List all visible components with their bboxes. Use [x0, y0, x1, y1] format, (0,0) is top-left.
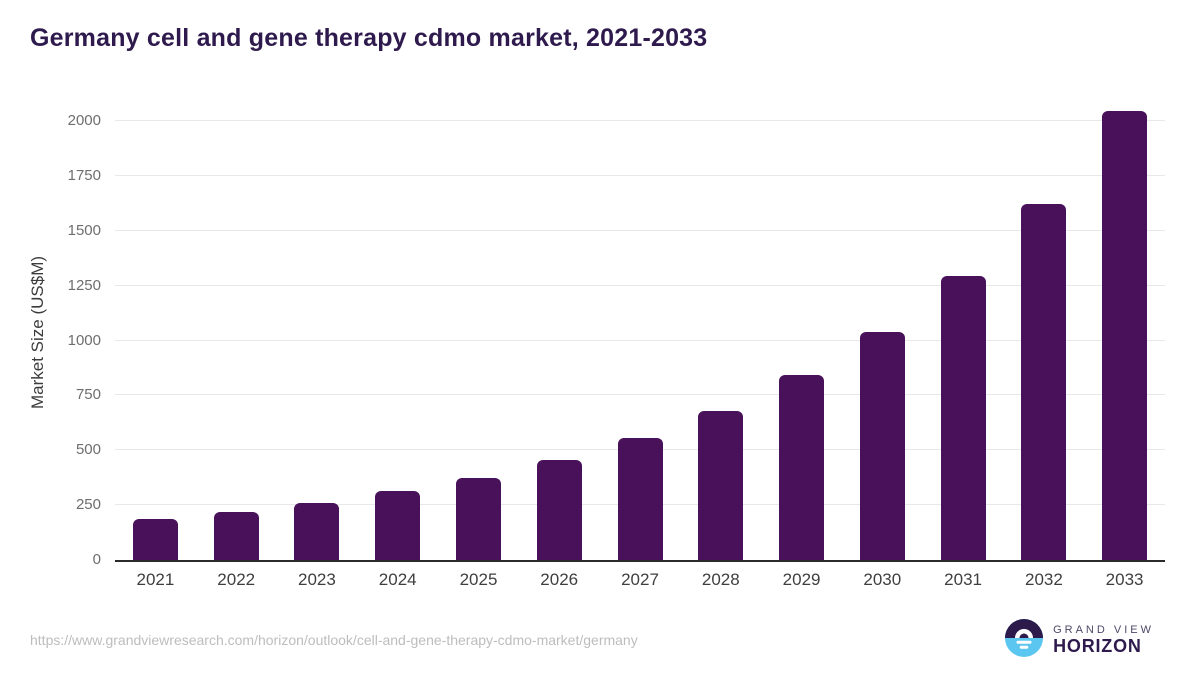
- bar-2030: [859, 332, 905, 560]
- y-tick-label-1500: 1500: [67, 221, 101, 239]
- x-tick-label-2024: 2024: [378, 570, 417, 589]
- x-tick-label-2029: 2029: [782, 570, 821, 589]
- y-tick-label-0: 0: [92, 551, 101, 568]
- y-tick-label-1250: 1250: [67, 276, 101, 294]
- logo-text: GRAND VIEW HORIZON: [1053, 624, 1154, 657]
- grand-view-horizon-logo: GRAND VIEW HORIZON: [1005, 619, 1154, 662]
- x-tick-label-2023: 2023: [297, 570, 336, 589]
- x-tick-label-2026: 2026: [540, 570, 579, 589]
- x-tick-label-2032: 2032: [1024, 570, 1063, 589]
- bar-2029: [779, 375, 824, 560]
- y-gridline-2000: [115, 120, 1165, 121]
- bar-2032: [1021, 203, 1067, 560]
- x-tick-label-2025: 2025: [459, 570, 498, 589]
- x-tick-label-2031: 2031: [944, 570, 982, 589]
- y-tick-label-500: 500: [75, 441, 101, 459]
- x-tick-label-2027: 2027: [621, 570, 659, 589]
- bar-2022: [213, 511, 259, 560]
- x-tick-label-2028: 2028: [701, 570, 740, 589]
- y-tick-label-750: 750: [75, 386, 101, 404]
- logo-line-grand-view: GRAND VIEW: [1053, 623, 1154, 636]
- bar-2023: [294, 502, 340, 560]
- bar-2024: [375, 491, 421, 560]
- bar-2028: [698, 410, 744, 560]
- y-gridline-1500: [115, 229, 1165, 231]
- logo-line-horizon: HORIZON: [1053, 636, 1142, 657]
- y-gridline-1250: [115, 284, 1165, 286]
- bar-2021: [132, 519, 178, 560]
- y-tick-label-2000: 2000: [67, 112, 101, 129]
- y-gridline-1000: [115, 339, 1165, 341]
- x-tick-label-2030: 2030: [863, 570, 902, 589]
- bar-2031: [940, 276, 986, 560]
- plot-area: 0 250 500 750 1000 1250 1500 1750 2000 2021 2022 20…: [68, 105, 1165, 589]
- x-tick-label-2033: 2033: [1105, 570, 1144, 589]
- y-tick-label-250: 250: [75, 496, 101, 514]
- y-gridline-1750: [115, 174, 1165, 176]
- source-url: https://www.grandviewresearch.com/horizo…: [30, 632, 638, 648]
- page-title: Germany cell and gene therapy cdmo marke…: [30, 24, 708, 52]
- bar-2027: [617, 437, 663, 560]
- y-gridline-750: [115, 394, 1165, 396]
- x-tick-label-2021: 2021: [136, 570, 175, 589]
- bar-2026: [536, 460, 582, 560]
- x-tick-label-2022: 2022: [217, 570, 256, 589]
- bar-2033: [1102, 111, 1148, 560]
- bar-2025: [456, 477, 501, 560]
- y-tick-label-1750: 1750: [67, 166, 101, 184]
- y-tick-label-1000: 1000: [67, 331, 101, 349]
- horizon-sun-icon: [1005, 619, 1044, 662]
